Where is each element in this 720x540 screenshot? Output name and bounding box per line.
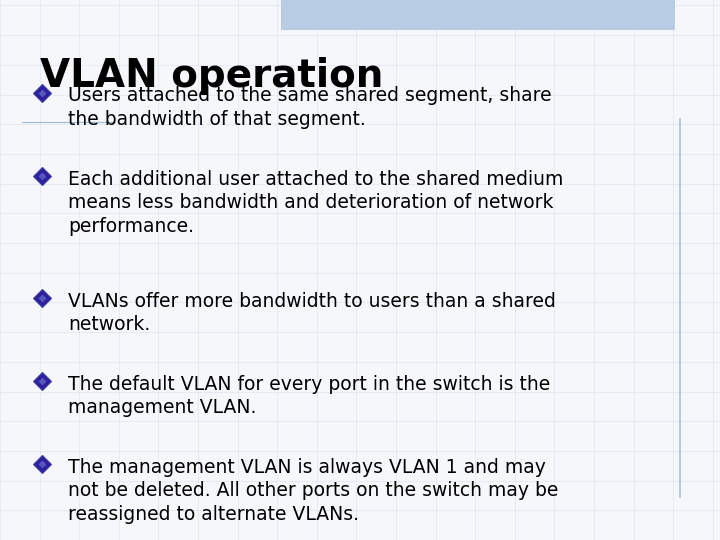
Text: VLAN operation: VLAN operation: [40, 57, 383, 94]
Bar: [281, 0, 675, 30]
Text: VLANs offer more bandwidth to users than a shared
network.: VLANs offer more bandwidth to users than…: [68, 292, 557, 334]
Text: The management VLAN is always VLAN 1 and may
not be deleted. All other ports on : The management VLAN is always VLAN 1 and…: [68, 458, 559, 524]
Text: The default VLAN for every port in the switch is the
management VLAN.: The default VLAN for every port in the s…: [68, 375, 551, 417]
Text: Users attached to the same shared segment, share
the bandwidth of that segment.: Users attached to the same shared segmen…: [68, 86, 552, 129]
Text: Each additional user attached to the shared medium
means less bandwidth and dete: Each additional user attached to the sha…: [68, 170, 564, 235]
